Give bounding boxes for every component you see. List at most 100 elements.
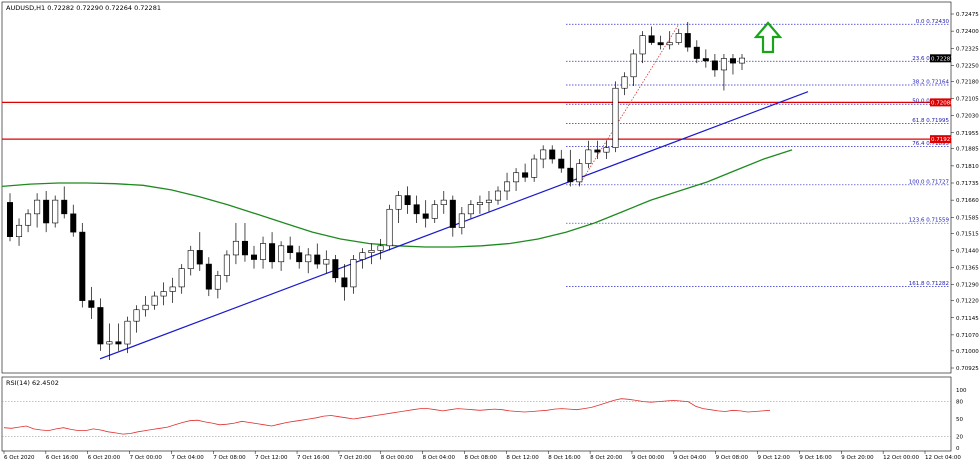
rsi-indicator: 100 80 50 20 0 (2, 388, 967, 452)
candle-body (576, 163, 583, 183)
candle-body (422, 213, 429, 219)
rsi-info: RSI(14) 62.4502 (6, 379, 59, 387)
fib-label: 76.4 0.71895 (912, 141, 949, 147)
price-tag-label: 0.72281 (931, 56, 954, 62)
candle-body (377, 245, 384, 251)
candle-body (666, 42, 673, 46)
price-tag-label: 0.71927 (931, 137, 954, 143)
candle-body (187, 250, 194, 269)
time-tick-label: 12 Oct 04:00 (925, 455, 961, 460)
candle-body (657, 42, 664, 46)
candle-body (178, 268, 185, 288)
candle-body (124, 320, 131, 345)
time-tick-label: 9 Oct 04:00 (674, 455, 707, 460)
candle-body (241, 240, 248, 256)
fib-label: 61.8 0.71995 (912, 118, 949, 124)
time-tick-label: 7 Oct 04:00 (171, 455, 204, 460)
candle-body (558, 158, 565, 169)
candle-body (504, 181, 511, 192)
rsi-tick-label: 50 (956, 417, 963, 423)
candle-body (133, 309, 140, 322)
price-tick-label: 0.71220 (956, 299, 979, 305)
time-tick-label: 7 Oct 00:00 (130, 455, 163, 460)
price-tick-label: 0.71955 (956, 131, 979, 137)
price-tick-label: 0.71810 (956, 164, 979, 170)
candles (6, 21, 746, 361)
price-tick-label: 0.72030 (956, 114, 979, 120)
time-tick-label: 6 Oct 16:00 (46, 455, 79, 460)
time-tick-label: 7 Oct 08:00 (213, 455, 246, 460)
candle-body (711, 60, 718, 71)
price-tick-label: 0.71070 (956, 333, 979, 339)
price-tag-label: 0.72088 (931, 100, 954, 106)
time-tick-label: 8 Oct 16:00 (548, 455, 581, 460)
price-tick-label: 0.71440 (956, 248, 979, 254)
candle-body (693, 46, 700, 59)
candle-body (278, 245, 285, 263)
price-tick-label: 0.71515 (956, 231, 979, 237)
candle-body (648, 35, 655, 43)
candle-body (449, 199, 456, 228)
rsi-tick-label: 20 (956, 434, 963, 440)
candle-body (6, 202, 14, 237)
candle-body (359, 252, 366, 260)
time-tick-label: 8 Oct 20:00 (590, 455, 623, 460)
candle-body (404, 195, 411, 206)
time-axis: 6 Oct 2020 6 Oct 16:00 6 Oct 20:00 7 Oct 00… (3, 451, 961, 460)
candle-body (413, 204, 420, 215)
candle-body (260, 243, 267, 260)
candle-body (350, 259, 357, 288)
candle-body (305, 254, 312, 263)
time-tick-label: 8 Oct 00:00 (381, 455, 414, 460)
time-tick-label: 9 Oct 16:00 (799, 455, 832, 460)
price-tick-label: 0.72400 (956, 29, 979, 35)
candle-body (702, 58, 709, 62)
rsi-tick-label: 0 (956, 446, 960, 452)
price-tick-label: 0.71145 (956, 316, 979, 322)
fib-label: 0.0 0.72430 (916, 19, 950, 25)
up-arrow-icon (753, 21, 783, 54)
time-tick-label: 9 Oct 00:00 (632, 455, 665, 460)
price-tick-label: 0.71885 (956, 147, 979, 153)
candle-body (269, 243, 276, 263)
candle-body (25, 213, 32, 226)
candle-body (97, 307, 104, 345)
candle-body (232, 240, 239, 256)
price-tick-label: 0.71660 (956, 198, 979, 204)
price-tick-label: 0.70925 (956, 366, 979, 372)
price-tick-label: 0.72250 (956, 63, 979, 69)
candle-body (214, 275, 221, 290)
candle-body (115, 341, 122, 345)
candle-body (323, 259, 330, 265)
main-pane (1, 1, 952, 374)
horizontal-levels (2, 101, 951, 140)
candle-body (513, 172, 520, 183)
candle-body (160, 291, 167, 297)
candle-body (332, 259, 339, 279)
candle-body (16, 224, 23, 237)
price-tag-box (930, 135, 951, 144)
candle-body (314, 254, 321, 265)
chart-info: AUDUSD,H1 0.72282 0.72290 0.72264 0.7228… (6, 4, 161, 12)
candle-body (639, 35, 646, 55)
price-tags: 0.72281 0.72088 0.71927 (930, 54, 954, 144)
candle-body (675, 33, 682, 43)
ma-line (1, 149, 793, 248)
candle-body (540, 149, 547, 160)
candle-body (494, 190, 502, 201)
price-tick-label: 0.71365 (956, 266, 979, 272)
candle-body (612, 87, 619, 148)
candle-body (567, 167, 574, 183)
candle-body (738, 57, 746, 64)
price-tick-label: 0.71000 (956, 349, 979, 355)
candle-body (205, 263, 212, 290)
fib-label: 100.0 0.71727 (909, 179, 950, 185)
price-tick-label: 0.72325 (956, 46, 979, 52)
time-tick-label: 7 Oct 16:00 (297, 455, 330, 460)
price-tick-label: 0.72180 (956, 79, 979, 85)
rsi-pane (1, 376, 952, 452)
candle-body (395, 195, 402, 210)
candle-body (70, 213, 77, 233)
candle-body (431, 204, 438, 219)
